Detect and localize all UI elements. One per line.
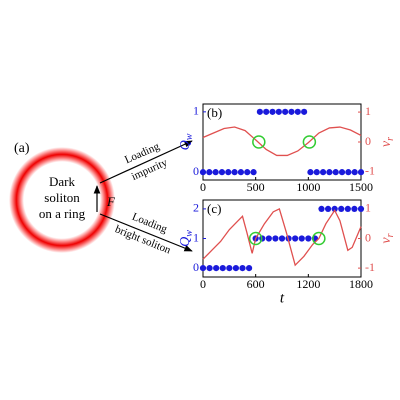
data-point — [351, 169, 358, 176]
highlight-circle — [312, 231, 326, 246]
ring-text: on a ring — [39, 206, 86, 221]
data-point — [351, 205, 358, 212]
data-point — [331, 205, 338, 212]
ring-text: soliton — [44, 190, 80, 205]
data-line — [202, 207, 362, 267]
y-tick-label: 0 — [193, 260, 199, 274]
data-point — [239, 265, 246, 272]
data-point — [338, 205, 345, 212]
ring — [9, 147, 115, 253]
data-point — [305, 235, 312, 242]
x-tick-label: 1200 — [296, 277, 320, 291]
panel-label: (b) — [207, 105, 222, 120]
arrow — [99, 140, 193, 184]
data-point — [219, 265, 226, 272]
data-point — [313, 169, 320, 176]
data-point — [282, 108, 289, 115]
x-tick-label: 600 — [247, 277, 265, 291]
y2-tick-label: 0 — [365, 230, 371, 244]
y-axis-label-main: Q — [178, 140, 193, 150]
y2-tick-label: -1 — [365, 260, 375, 274]
y-axis-label: Qw — [178, 230, 195, 247]
data-point — [269, 108, 276, 115]
data-point — [275, 108, 282, 115]
data-point — [332, 169, 339, 176]
data-point — [245, 265, 253, 272]
panel-label: (c) — [207, 201, 221, 216]
data-point — [199, 169, 207, 176]
data-point — [345, 169, 352, 176]
x-tick-label: 0 — [200, 277, 206, 291]
x-tick-label: 1000 — [296, 180, 320, 194]
data-point — [326, 169, 333, 176]
data-point — [213, 265, 220, 272]
data-point — [263, 108, 270, 115]
data-point — [226, 265, 233, 272]
y2-tick-label: 1 — [365, 201, 371, 215]
y2-axis-label: vr — [379, 233, 396, 243]
highlight-circle — [252, 135, 266, 149]
data-point — [278, 235, 286, 242]
data-point — [324, 205, 332, 212]
data-point — [212, 169, 219, 176]
y2-tick-label: -1 — [365, 164, 375, 178]
x-tick-label: 0 — [200, 180, 206, 194]
data-point — [298, 235, 305, 242]
plot-frame — [202, 103, 362, 181]
data-point — [294, 108, 301, 115]
y2-axis-label-sub: r — [385, 137, 396, 141]
data-point — [307, 169, 314, 176]
y-tick-label: 1 — [193, 230, 199, 244]
x-tick-label: 1800 — [349, 277, 373, 291]
y2-axis-label-sub: r — [385, 233, 396, 237]
data-point — [292, 235, 299, 242]
data-point — [319, 169, 327, 176]
data-line — [202, 126, 362, 157]
y-tick-label: 2 — [193, 201, 199, 215]
data-point — [344, 205, 351, 212]
y2-tick-label: 0 — [365, 134, 371, 148]
y2-axis-label: vr — [379, 137, 396, 147]
y-tick-label: 0 — [193, 164, 199, 178]
y2-axis-label-main: v — [379, 237, 394, 244]
x-tick-label: 500 — [247, 180, 265, 194]
highlight-circle — [248, 231, 263, 246]
y-axis-label-sub: w — [184, 133, 195, 140]
data-point — [357, 205, 365, 212]
data-point — [206, 265, 213, 272]
highlight-circle — [302, 135, 317, 149]
x-axis-label: t — [280, 290, 285, 306]
y-tick-label: 1 — [193, 104, 199, 118]
data-point — [199, 265, 207, 272]
data-point — [231, 169, 238, 176]
y-axis-label-main: Q — [178, 237, 193, 247]
data-point — [301, 108, 308, 115]
data-point — [265, 235, 272, 242]
y2-axis-label-main: v — [379, 140, 394, 147]
data-point — [318, 205, 325, 212]
y-axis-label-sub: w — [184, 230, 195, 237]
data-point — [256, 108, 263, 115]
data-point — [288, 108, 295, 115]
data-point — [225, 169, 232, 176]
data-point — [218, 169, 226, 176]
y2-tick-label: 1 — [365, 104, 371, 118]
data-point — [232, 265, 240, 272]
data-point — [206, 169, 213, 176]
data-point — [250, 169, 257, 176]
data-point — [338, 169, 346, 176]
force-label: F — [106, 194, 116, 209]
data-point — [244, 169, 251, 176]
y-axis-label: Qw — [178, 133, 195, 150]
x-tick-label: 1500 — [349, 180, 373, 194]
data-point — [357, 169, 365, 176]
panel-label: (a) — [14, 141, 30, 156]
ring-text: Dark — [49, 174, 75, 189]
arrow — [99, 213, 193, 252]
data-point — [237, 169, 245, 176]
data-point — [272, 235, 279, 242]
